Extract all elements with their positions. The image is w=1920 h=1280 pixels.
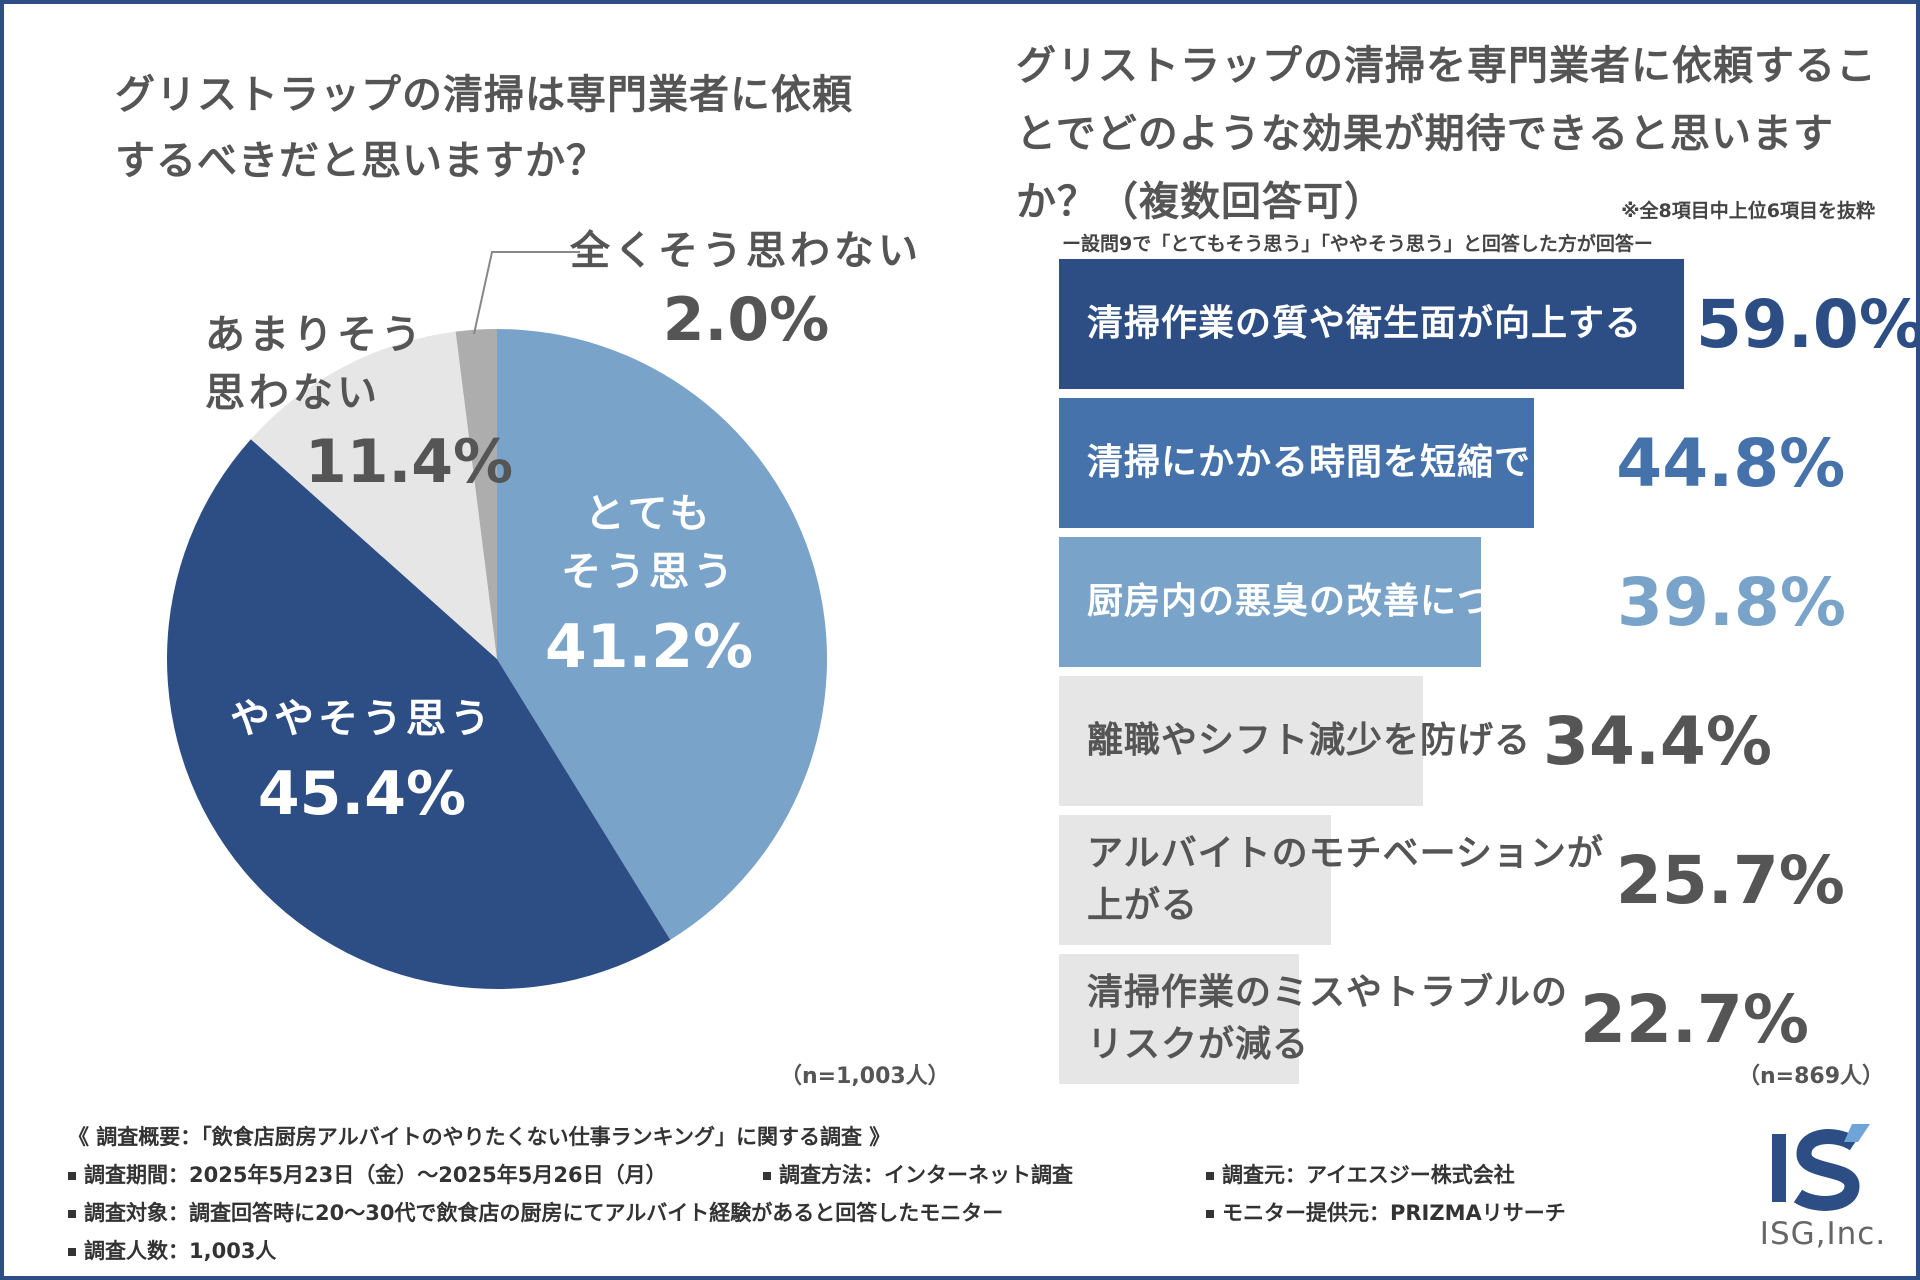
pie-value-label: 11.4%	[305, 427, 514, 497]
bullet	[763, 1172, 771, 1180]
bar-label-line: 清掃作業のミスやトラブルの	[1087, 972, 1569, 1013]
bar-category-label: 離職やシフト減少を防げる	[1087, 676, 1531, 806]
pie-leader-line	[473, 251, 580, 335]
pie-label-mattaku: 全くそう思わない 2.0%	[570, 222, 922, 360]
bar-row: 離職やシフト減少を防げる 34.4%	[1059, 676, 1772, 806]
survey-target-text: 調査対象：調査回答時に20〜30代で飲食店の厨房にてアルバイト経験があると回答し…	[84, 1201, 1004, 1225]
bar-row: 清掃作業のミスやトラブルの リスクが減る 22.7%	[1059, 954, 1809, 1084]
bar	[1059, 537, 1481, 667]
pie-category-label: ややそう思う	[230, 696, 494, 742]
bar-category-label: アルバイトのモチベーションが 上がる	[1087, 815, 1604, 945]
survey-source-text: 調査元：アイエスジー株式会社	[1222, 1163, 1515, 1187]
bar-row: アルバイトのモチベーションが 上がる 25.7%	[1059, 815, 1845, 945]
isg-logo-icon	[1772, 1124, 1870, 1211]
pie-label-totemo: とても そう思う 41.2%	[545, 485, 753, 687]
bar	[1059, 676, 1424, 806]
pie-value-label: 45.4%	[257, 759, 467, 829]
bar-label-line: 離職やシフト減少を防げる	[1087, 720, 1532, 761]
bullet	[1206, 1172, 1214, 1180]
survey-period: 調査期間：2025年5月23日（金）〜2025年5月26日（月）	[68, 1156, 667, 1194]
pie-slice	[250, 331, 497, 659]
survey-heading: 《 調査概要：「飲食店厨房アルバイトのやりたくない仕事ランキング」に関する調査 …	[68, 1125, 891, 1149]
company-logo: ISG,Inc.	[1758, 1122, 1888, 1262]
bar-label-line: 厨房内の悪臭の改善につながる	[1087, 581, 1606, 622]
bar-value-label: 34.4%	[1543, 702, 1772, 780]
bar	[1059, 954, 1300, 1084]
survey-source: 調査元：アイエスジー株式会社	[1206, 1156, 1515, 1194]
bar-category-label: 清掃作業の質や衛生面が向上する	[1087, 259, 1642, 389]
pie-category-label: とても	[584, 491, 714, 537]
bar-value-label: 39.8%	[1617, 563, 1846, 641]
bar-sample-size: （n=869人）	[1738, 1064, 1885, 1089]
bar-row: 清掃作業の質や衛生面が向上する 59.0%	[1059, 259, 1920, 389]
pie-category-label: 全くそう思わない	[570, 228, 922, 274]
pie-category-label: そう思う	[561, 549, 738, 595]
survey-provider-text: モニター提供元：PRIZMAリサーチ	[1222, 1201, 1566, 1225]
pie-value-label: 2.0%	[662, 285, 830, 355]
bar-chart-note: ※全8項目中上位6項目を抜粋	[1621, 200, 1875, 222]
pie-category-label: あまりそう	[205, 312, 425, 358]
bar-value-label: 25.7%	[1615, 841, 1845, 919]
survey-method-text: 調査方法：インターネット調査	[779, 1163, 1073, 1187]
pie-value-label: 41.2%	[545, 612, 754, 682]
bar-row: 清掃にかかる時間を短縮できる 44.8%	[1059, 398, 1845, 528]
survey-target: 調査対象：調査回答時に20〜30代で飲食店の厨房にてアルバイト経験があると回答し…	[68, 1194, 1003, 1232]
bar	[1059, 815, 1332, 945]
bar-category-label: 清掃にかかる時間を短縮できる	[1087, 398, 1604, 528]
bar-value-label: 44.8%	[1616, 424, 1846, 502]
pie-label-amari: あまりそう 思わない 11.4%	[205, 306, 513, 502]
bar-category-label: 清掃作業のミスやトラブルの リスクが減る	[1087, 954, 1568, 1084]
pie-slice	[167, 439, 671, 990]
bar-row: 厨房内の悪臭の改善につながる 39.8%	[1059, 537, 1846, 667]
bar-value-label: 59.0%	[1696, 285, 1920, 363]
pie-sample-size: （n=1,003人）	[780, 1064, 950, 1089]
pie-label-yaya: ややそう思う 45.4%	[230, 690, 494, 834]
bar-category-label: 厨房内の悪臭の改善につながる	[1087, 537, 1605, 667]
bar-label-line: 清掃作業の質や衛生面が向上する	[1087, 303, 1643, 344]
bar-label-line: 上がる	[1087, 885, 1199, 926]
logo-text: ISG,Inc.	[1759, 1216, 1887, 1252]
survey-count: 調査人数：1,003人	[68, 1232, 276, 1270]
bar	[1059, 398, 1534, 528]
bar-label-line: アルバイトのモチベーションが	[1087, 833, 1604, 874]
bullet	[68, 1172, 76, 1180]
pie-chart-title: グリストラップの清掃は専門業者に依頼するべきだと思いますか？	[115, 72, 853, 184]
bullet	[68, 1210, 76, 1218]
pie-slice	[497, 329, 827, 940]
bar-label-line: 清掃にかかる時間を短縮できる	[1087, 442, 1605, 483]
bullet	[1206, 1210, 1214, 1218]
bar-chart-subtitle: ー設問9で「とてもそう思う」「ややそう思う」と回答した方が回答ー	[1062, 233, 1653, 255]
survey-period-text: 調査期間：2025年5月23日（金）〜2025年5月26日（月）	[84, 1163, 667, 1187]
survey-method: 調査方法：インターネット調査	[763, 1156, 1073, 1194]
bullet	[68, 1248, 76, 1256]
pie-category-label: 思わない	[205, 370, 381, 416]
survey-count-text: 調査人数：1,003人	[84, 1239, 277, 1263]
bar	[1059, 259, 1684, 389]
survey-provider: モニター提供元：PRIZMAリサーチ	[1206, 1194, 1566, 1232]
bar-chart-title: グリストラップの清掃を専門業者に依頼することでどのような効果が期待できると思いま…	[1016, 43, 1877, 225]
pie-slice	[455, 329, 497, 659]
bar-value-label: 22.7%	[1580, 980, 1809, 1058]
bar-label-line: リスクが減る	[1087, 1024, 1310, 1065]
